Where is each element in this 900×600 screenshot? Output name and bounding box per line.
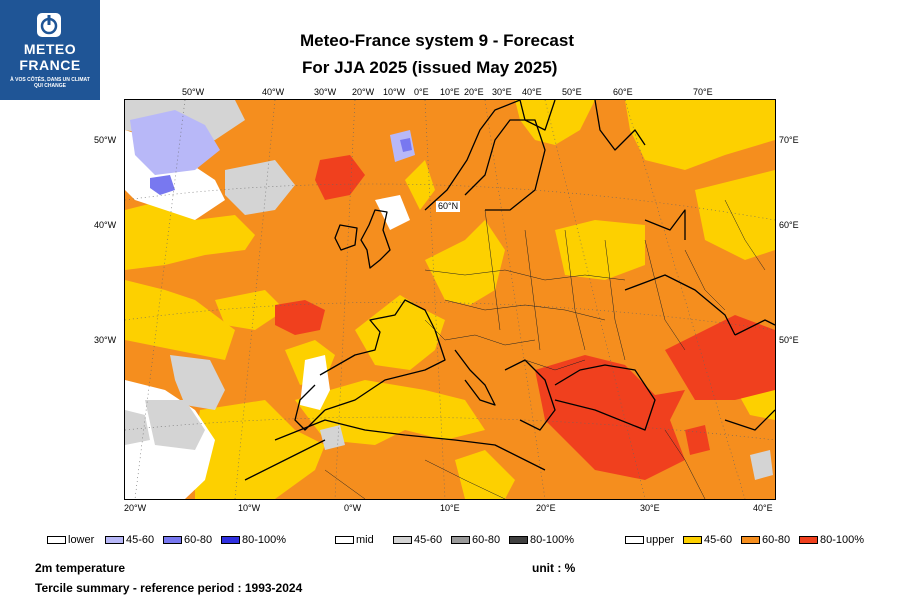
legend-label: 80-100%: [242, 534, 287, 546]
bottom-tick: 10°E: [440, 503, 460, 513]
lower-60-80-regions: [150, 138, 412, 195]
logo-line-1: METEO: [23, 41, 77, 57]
legend-label: mid: [356, 534, 374, 546]
bottom-tick: 40°E: [753, 503, 773, 513]
legend-label: 80-100%: [820, 534, 865, 546]
legend-label: 60-80: [184, 534, 213, 546]
logo-line-2: FRANCE: [19, 57, 81, 73]
bottom-tick: 20°W: [124, 503, 147, 513]
legend-item: 45-60: [393, 534, 442, 546]
reference-period: Tercile summary - reference period : 199…: [35, 581, 303, 595]
legend-swatch: [47, 536, 66, 544]
latitude-label: 60°N: [436, 201, 461, 212]
legend-label: 45-60: [414, 534, 443, 546]
page-title: Meteo-France system 9 - Forecast: [300, 31, 574, 50]
legend-item: 60-80: [741, 534, 790, 546]
coastlines: [244, 100, 775, 481]
top-tick: 50°E: [562, 87, 582, 97]
bottom-tick: 10°W: [238, 503, 261, 513]
page-subtitle: For JJA 2025 (issued May 2025): [302, 58, 558, 77]
bottom-tick: 30°E: [640, 503, 660, 513]
legend-item: 45-60: [683, 534, 732, 546]
legend-swatch: [393, 536, 412, 544]
legend-item: 80-100%: [509, 534, 574, 546]
top-tick: 30°E: [492, 87, 512, 97]
upper-80-100-regions: [275, 155, 775, 480]
legend-swatch: [335, 536, 354, 544]
top-tick: 70°E: [693, 87, 713, 97]
top-tick: 60°E: [613, 87, 633, 97]
bottom-tick: 20°E: [536, 503, 556, 513]
bottom-tick: 0°W: [344, 503, 362, 513]
legend-item: 80-100%: [221, 534, 286, 546]
top-tick: 30°W: [314, 87, 337, 97]
legend-label: 45-60: [126, 534, 155, 546]
top-tick: 40°E: [522, 87, 542, 97]
meteo-france-logo: METEO FRANCE À VOS CÔTÉS, DANS UN CLIMAT…: [0, 0, 100, 100]
forecast-map-svg: [125, 100, 775, 499]
legend-label: 45-60: [704, 534, 733, 546]
forecast-map: 60°N: [124, 99, 776, 500]
legend-upper: upper: [625, 534, 674, 546]
mid-45-60-regions: [125, 100, 773, 480]
right-tick: 60°E: [779, 220, 799, 230]
legend-label: upper: [646, 534, 675, 546]
right-tick: 70°E: [779, 135, 799, 145]
top-tick: 10°E: [440, 87, 460, 97]
meteo-france-logo-icon: [37, 13, 61, 37]
top-tick: 10°W: [383, 87, 406, 97]
legend-label: 60-80: [472, 534, 501, 546]
right-tick: 50°E: [779, 335, 799, 345]
legend-item: 45-60: [105, 534, 154, 546]
unit-label: unit : %: [532, 561, 576, 575]
top-tick: 20°W: [352, 87, 375, 97]
top-tick: 40°W: [262, 87, 285, 97]
upper-45-60-regions: [125, 100, 775, 499]
variable-label: 2m temperature: [35, 561, 126, 575]
left-tick: 30°W: [94, 335, 117, 345]
top-tick: 20°E: [464, 87, 484, 97]
legend-label: 80-100%: [530, 534, 575, 546]
legend: lower 45-60 60-80 80-100% mid 45-60 60-8…: [0, 534, 900, 546]
graticule: [125, 100, 775, 499]
logo-tagline: À VOS CÔTÉS, DANS UN CLIMAT QUI CHANGE: [10, 77, 90, 89]
legend-item: 60-80: [451, 534, 500, 546]
legend-swatch: [451, 536, 470, 544]
legend-swatch: [799, 536, 818, 544]
legend-swatch: [741, 536, 760, 544]
legend-label: 60-80: [762, 534, 791, 546]
legend-swatch: [625, 536, 644, 544]
legend-swatch: [105, 536, 124, 544]
top-tick: 0°E: [414, 87, 429, 97]
legend-swatch: [221, 536, 240, 544]
top-tick: 50°W: [182, 87, 205, 97]
legend-swatch: [509, 536, 528, 544]
legend-label: lower: [68, 534, 95, 546]
left-tick: 50°W: [94, 135, 117, 145]
legend-item: 60-80: [163, 534, 212, 546]
country-borders: [324, 199, 766, 499]
left-tick: 40°W: [94, 220, 117, 230]
legend-mid: mid: [335, 534, 374, 546]
legend-swatch: [163, 536, 182, 544]
legend-item: 80-100%: [799, 534, 864, 546]
legend-lower: lower: [47, 534, 94, 546]
legend-swatch: [683, 536, 702, 544]
